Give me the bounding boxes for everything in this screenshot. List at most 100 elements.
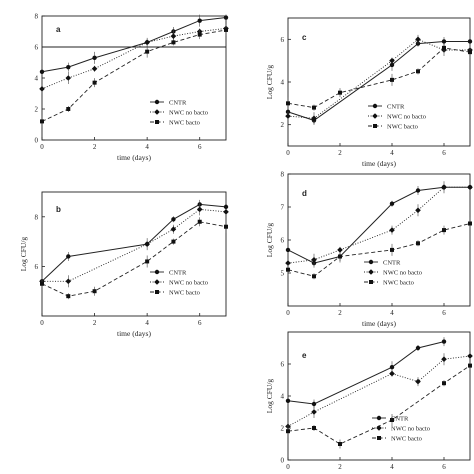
panel-d: 0 2 4 6 5 6 7 8 time (days) Log CFU/g d CNTR NWC no …	[265, 171, 473, 328]
x-tick-label: 0	[40, 319, 44, 327]
data-point	[197, 18, 202, 23]
series-nwc-bacto	[286, 43, 472, 111]
data-point	[92, 80, 97, 85]
x-tick-label: 6	[442, 309, 446, 317]
legend-label: CNTR	[169, 99, 187, 106]
y-tick-label: 4	[281, 393, 285, 401]
data-point	[415, 188, 421, 193]
data-point	[338, 254, 342, 259]
legend-swatch-marker	[377, 436, 381, 440]
legend-label: NWC no bacto	[387, 113, 426, 120]
series-line	[287, 41, 470, 121]
data-point	[92, 289, 97, 294]
y-tick-label: 2	[35, 106, 39, 114]
data-point	[285, 247, 291, 253]
data-point	[66, 107, 71, 111]
data-point	[197, 219, 202, 224]
data-point	[223, 204, 229, 210]
series-nwc-no-bacto	[285, 182, 473, 268]
x-tick-label: 6	[442, 149, 446, 157]
x-tick-label: 6	[442, 463, 446, 471]
data-point	[337, 247, 343, 253]
data-point	[389, 365, 395, 370]
legend-swatch-marker	[154, 279, 160, 285]
x-tick-label: 0	[286, 463, 290, 471]
legend-label: CNTR	[169, 269, 187, 276]
y-tick-label: 7	[281, 204, 285, 212]
data-point	[389, 370, 395, 377]
legend: CNTR NWC no bacto NWC bacto	[364, 259, 422, 286]
panel-label: b	[56, 205, 61, 214]
data-point	[338, 442, 342, 446]
y-tick-label: 8	[35, 213, 39, 221]
y-tick-label: 4	[35, 75, 39, 83]
data-point	[338, 90, 342, 95]
data-point	[467, 353, 473, 359]
series-line	[287, 365, 471, 445]
data-point	[224, 27, 228, 32]
data-point	[311, 257, 317, 263]
data-point	[40, 119, 44, 124]
data-point	[389, 57, 395, 64]
series-line	[287, 355, 471, 427]
data-point	[390, 247, 394, 252]
series-nwc-bacto	[286, 361, 472, 449]
data-point	[442, 228, 446, 233]
x-axis-label: time (days)	[362, 319, 396, 328]
data-point	[171, 40, 176, 45]
legend: CNTR NWC no bacto NWC bacto	[372, 415, 430, 442]
y-tick-label: 0	[281, 457, 285, 465]
legend-label: CNTR	[391, 415, 409, 422]
series-nwc-no-bacto	[39, 23, 229, 94]
legend: CNTR NWC no bacto NWC bacto	[368, 103, 426, 130]
panel-label: e	[302, 351, 307, 360]
data-point	[196, 206, 203, 213]
legend-swatch-marker	[376, 425, 382, 431]
legend-swatch-marker	[368, 269, 374, 275]
legend-label: NWC bacto	[383, 279, 414, 286]
plot-frame	[287, 17, 471, 147]
series-line	[41, 203, 227, 282]
x-tick-label: 0	[286, 309, 290, 317]
data-point	[170, 33, 177, 39]
data-point	[415, 207, 421, 214]
x-tick-label: 4	[390, 463, 394, 471]
data-point	[170, 226, 177, 232]
series-cntr	[39, 14, 229, 75]
panel-label: c	[302, 33, 307, 42]
data-point	[389, 62, 395, 68]
data-point	[390, 77, 394, 82]
y-tick-label: 4	[281, 79, 285, 87]
legend-swatch-marker	[376, 415, 382, 421]
x-tick-label: 2	[338, 309, 342, 317]
x-tick-label: 0	[286, 149, 290, 157]
data-point	[145, 49, 150, 54]
data-point	[416, 241, 420, 246]
data-point	[223, 209, 229, 215]
panel-a: 0 2 4 6 0 2 4 6 8 time (days) a CNTR NWC no bacto NWC…	[35, 13, 229, 162]
data-point	[144, 39, 150, 46]
y-tick-label: 8	[35, 13, 39, 21]
legend-swatch-marker	[369, 280, 373, 284]
legend: CNTR NWC no bacto NWC bacto	[150, 99, 208, 126]
x-axis-label: time (days)	[117, 329, 151, 338]
data-point	[415, 378, 421, 385]
legend-label: NWC no bacto	[391, 425, 430, 432]
data-point	[66, 64, 71, 70]
data-point	[171, 239, 176, 244]
legend-label: NWC bacto	[169, 119, 200, 126]
legend-swatch-marker	[154, 99, 160, 105]
series-nwc-bacto	[40, 217, 228, 300]
series-nwc-bacto	[286, 217, 472, 280]
panel-label: a	[56, 25, 61, 34]
data-point	[65, 75, 72, 81]
data-point	[467, 184, 473, 190]
data-point	[286, 429, 290, 434]
y-axis-label: Log CFU/g	[19, 237, 28, 272]
legend-label: NWC no bacto	[169, 109, 208, 116]
data-point	[285, 260, 291, 266]
series-line	[287, 341, 445, 405]
series-line	[41, 27, 227, 90]
legend-label: NWC bacto	[391, 435, 422, 442]
data-point	[311, 115, 317, 122]
